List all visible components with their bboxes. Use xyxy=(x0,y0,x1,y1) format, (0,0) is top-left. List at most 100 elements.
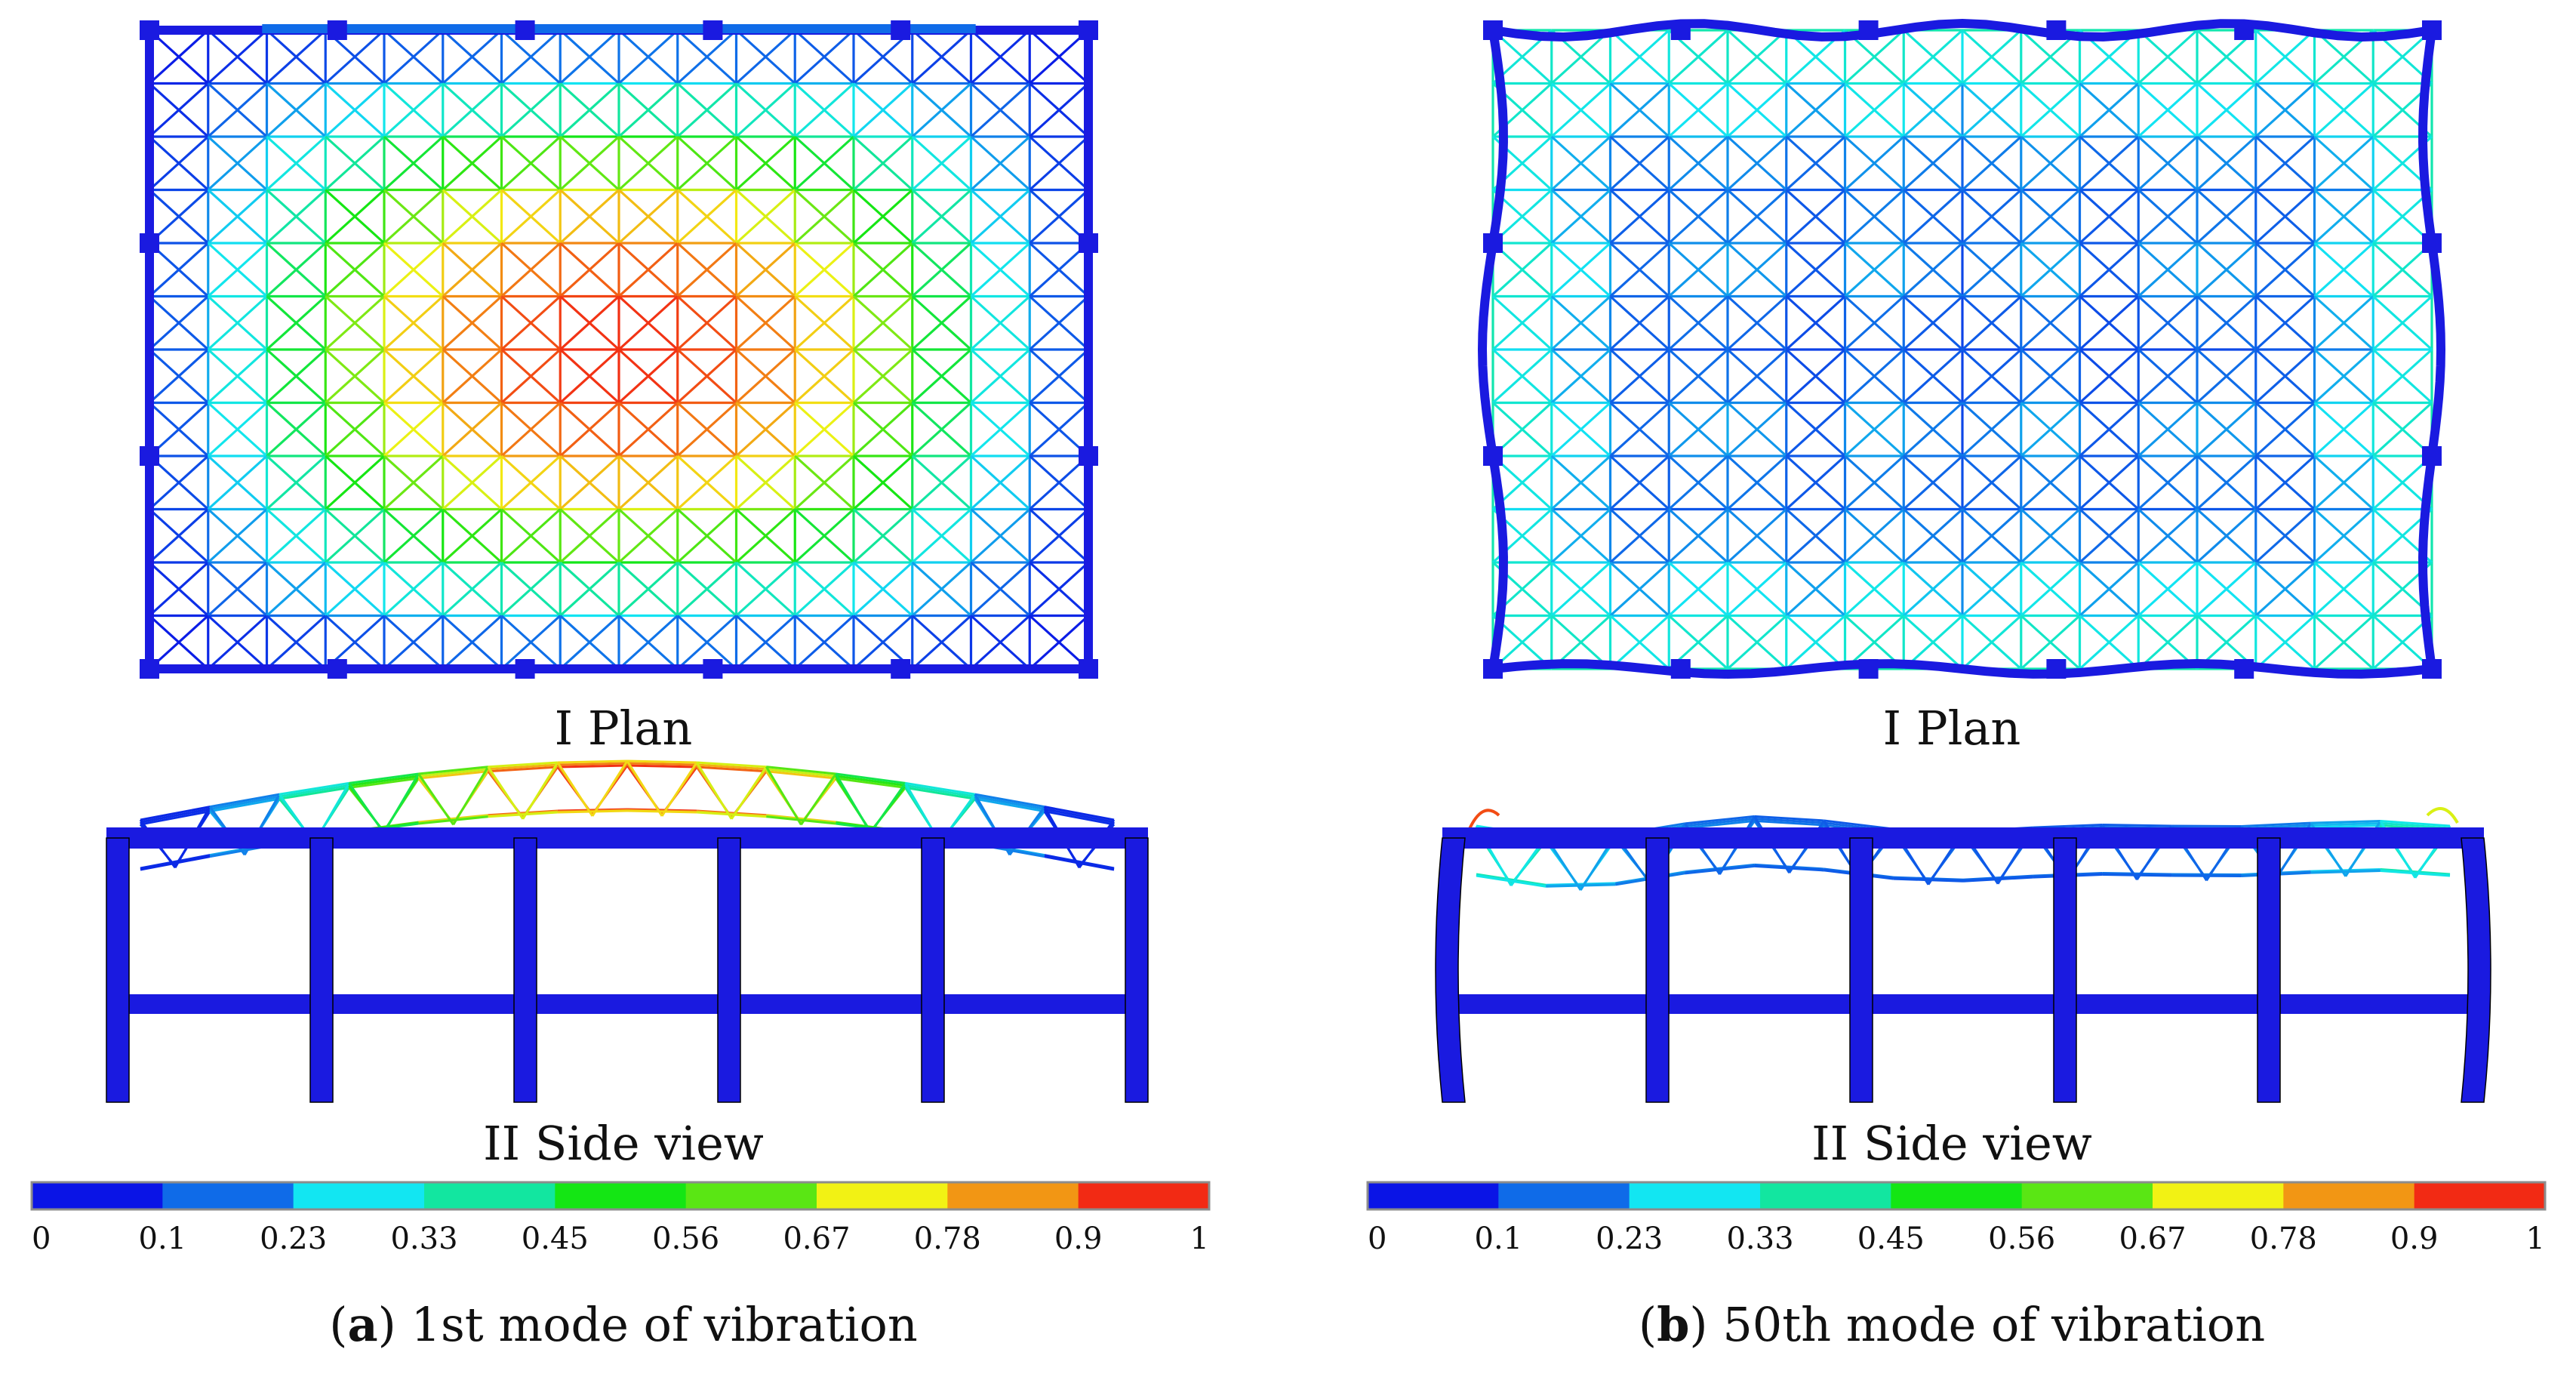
plan-diagonal-line xyxy=(442,29,503,85)
frame-column xyxy=(2257,837,2281,1103)
plan-diagonal-line xyxy=(1726,348,1787,404)
plan-diagonal-line xyxy=(911,402,972,457)
plan-diagonal-line xyxy=(1029,402,1090,457)
plan-diagonal-line xyxy=(207,615,268,670)
plan-diagonal-line xyxy=(325,189,386,245)
plan-diagonal-line xyxy=(559,82,620,138)
frame-column xyxy=(1645,837,1670,1103)
plan-column xyxy=(2422,446,2442,466)
plan-diagonal-line xyxy=(676,295,737,351)
plan-diagonal-line xyxy=(2313,242,2374,297)
truss-web-member xyxy=(417,773,454,826)
color-scale-segment xyxy=(2283,1182,2415,1209)
color-scale-tick: 0.67 xyxy=(783,1222,851,1256)
plan-diagonal-line xyxy=(852,82,913,138)
plan-diagonal-line xyxy=(970,561,1031,617)
plan-diagonal-line xyxy=(1491,242,1553,297)
color-scale-segment xyxy=(1078,1182,1210,1209)
plan-diagonal-line xyxy=(617,82,679,138)
truss-top-chord xyxy=(626,764,697,769)
plan-diagonal-line xyxy=(148,242,209,297)
plan-diagonal-line xyxy=(617,615,679,670)
plan-diagonal-line xyxy=(2020,242,2081,297)
plan-diagonal-line xyxy=(442,402,503,457)
plan-column xyxy=(2046,20,2067,40)
truss-top-chord xyxy=(974,793,1045,809)
plan-diagonal-line xyxy=(2079,454,2140,510)
plan-diagonal-line xyxy=(1668,561,1729,617)
plan-diagonal-line xyxy=(970,82,1031,138)
plan-diagonal-line xyxy=(442,242,503,297)
plan-diagonal-line xyxy=(325,508,386,564)
plan-diagonal-line xyxy=(1609,402,1670,457)
plan-diagonal-line xyxy=(325,29,386,85)
plan-diagonal-line xyxy=(383,508,444,564)
plan-column xyxy=(327,659,347,679)
plan-diagonal-line xyxy=(266,508,327,564)
plan-column xyxy=(140,659,159,679)
plan-diagonal-line xyxy=(617,135,679,191)
plan-diagonal-line xyxy=(1550,295,1611,351)
plan-diagonal-line xyxy=(383,189,444,245)
plan-diagonal-line xyxy=(148,454,209,510)
plan-diagonal-line xyxy=(1844,189,1905,245)
caption-letter-a: a xyxy=(347,1297,378,1352)
truss-top-chord xyxy=(1685,819,1755,830)
plan-diagonal-line xyxy=(500,82,562,138)
truss-top-chord xyxy=(836,772,906,784)
plan-diagonal-line xyxy=(2020,348,2081,404)
plan-column xyxy=(2422,233,2442,253)
truss-top-chord xyxy=(2033,823,2103,829)
plan-diagonal-line xyxy=(207,189,268,245)
color-scale-tick: 0.67 xyxy=(2119,1222,2187,1256)
plan-diagonal-line xyxy=(2079,402,2140,457)
plan-diagonal-line xyxy=(1726,402,1787,457)
plan-diagonal-line xyxy=(617,189,679,245)
plan-diagonal-line xyxy=(325,402,386,457)
truss-web-member xyxy=(695,762,733,820)
plan-diagonal-line xyxy=(1668,82,1729,138)
plan-diagonal-line xyxy=(500,189,562,245)
frame-column xyxy=(1849,837,1873,1103)
plan-column xyxy=(140,20,159,40)
plan-diagonal-line xyxy=(2313,561,2374,617)
plan-diagonal-line xyxy=(2137,402,2199,457)
truss-top-chord xyxy=(2310,819,2381,824)
plan-column xyxy=(2422,20,2442,40)
plan-diagonal-line xyxy=(1785,615,1846,670)
plan-diagonal-line xyxy=(1029,135,1090,191)
plan-diagonal-line xyxy=(1668,29,1729,85)
color-scale-segment xyxy=(162,1182,294,1209)
plan-diagonal-line xyxy=(2254,189,2316,245)
plan-diagonal-line xyxy=(207,29,268,85)
plan-diagonal-line xyxy=(2137,295,2199,351)
color-scale-tick: 0.56 xyxy=(1988,1222,2056,1256)
plan-diagonal-line xyxy=(1029,615,1090,670)
plan-diagonal-line xyxy=(1029,295,1090,351)
caption-text-b: 50th mode of vibration xyxy=(1722,1297,2266,1352)
plan-diagonal-line xyxy=(1726,135,1787,191)
plan-diagonal-line xyxy=(2079,242,2140,297)
frame-column xyxy=(2461,837,2491,1103)
plan-diagonal-line xyxy=(1550,242,1611,297)
truss-end-spike xyxy=(1467,809,1500,831)
plan-diagonal-line xyxy=(1961,295,2022,351)
plan-diagonal-line xyxy=(2254,615,2316,670)
plan-diagonal-line xyxy=(2079,508,2140,564)
plan-diagonal-line xyxy=(1785,508,1846,564)
plan-diagonal-line xyxy=(735,189,796,245)
color-scale-tick: 0.78 xyxy=(2249,1222,2317,1256)
plan-diagonal-line xyxy=(617,454,679,510)
plan-diagonal-line xyxy=(911,561,972,617)
plan-diagonal-line xyxy=(617,402,679,457)
truss-bottom-chord xyxy=(2310,869,2381,874)
frame-column xyxy=(1435,837,1466,1103)
plan-diagonal-line xyxy=(1903,402,1964,457)
color-scale-tick: 0.33 xyxy=(1726,1222,1794,1256)
plan-diagonal-line xyxy=(1844,29,1905,85)
plan-diagonal-line xyxy=(970,508,1031,564)
plan-diagonal-line xyxy=(1609,189,1670,245)
plan-diagonal-line xyxy=(617,242,679,297)
truss-top-chord xyxy=(1685,817,1755,827)
